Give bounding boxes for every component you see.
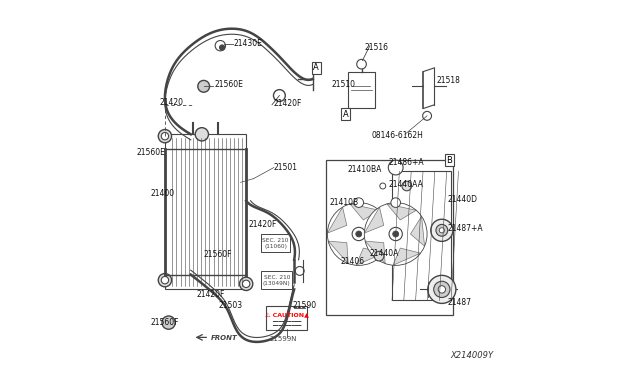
Text: 21406: 21406 <box>340 257 364 266</box>
Polygon shape <box>410 216 424 246</box>
Circle shape <box>439 228 444 233</box>
Text: 21503: 21503 <box>218 301 243 311</box>
Text: 21410BA: 21410BA <box>348 165 382 174</box>
Circle shape <box>434 281 450 298</box>
Bar <box>392 171 451 301</box>
Text: 21400: 21400 <box>150 189 174 198</box>
Circle shape <box>436 224 448 236</box>
Text: 21430E: 21430E <box>233 39 262 48</box>
Polygon shape <box>328 241 348 263</box>
Text: 21486+A: 21486+A <box>388 158 424 167</box>
Text: SEC. 210
(13049N): SEC. 210 (13049N) <box>263 275 291 286</box>
Text: 21420F: 21420F <box>248 220 276 229</box>
Text: ━━━━━━━━━: ━━━━━━━━━ <box>272 320 301 325</box>
Polygon shape <box>365 241 385 263</box>
Text: 21440AA: 21440AA <box>388 180 423 189</box>
Text: 21516: 21516 <box>364 43 388 52</box>
Circle shape <box>161 132 168 140</box>
Text: 21510: 21510 <box>331 80 355 89</box>
Circle shape <box>158 129 172 143</box>
Polygon shape <box>356 248 383 265</box>
Circle shape <box>352 227 365 241</box>
Polygon shape <box>328 207 347 233</box>
FancyBboxPatch shape <box>266 306 307 330</box>
Text: 21560F: 21560F <box>150 318 179 327</box>
Circle shape <box>364 203 427 265</box>
Circle shape <box>198 80 210 92</box>
Circle shape <box>388 160 403 175</box>
Text: A: A <box>343 109 349 119</box>
Text: ━━━━━━━━━: ━━━━━━━━━ <box>272 324 301 329</box>
Bar <box>165 134 246 289</box>
Circle shape <box>422 112 431 120</box>
Text: FRONT: FRONT <box>211 335 238 341</box>
FancyBboxPatch shape <box>261 234 291 253</box>
FancyBboxPatch shape <box>261 271 292 289</box>
Circle shape <box>380 183 386 189</box>
Circle shape <box>328 203 390 265</box>
Text: 21420F: 21420F <box>196 291 225 299</box>
Circle shape <box>431 219 453 241</box>
Circle shape <box>374 251 384 261</box>
Text: 21487: 21487 <box>447 298 472 307</box>
Text: 21518: 21518 <box>436 76 460 85</box>
Text: 21560E: 21560E <box>136 148 165 157</box>
Text: B: B <box>446 155 452 165</box>
Text: X214009Y: X214009Y <box>451 351 493 360</box>
Text: 21420F: 21420F <box>274 99 302 108</box>
Circle shape <box>356 231 362 237</box>
Circle shape <box>161 276 168 284</box>
Circle shape <box>239 277 253 291</box>
Polygon shape <box>387 204 416 220</box>
Circle shape <box>273 90 285 102</box>
Text: 21410B: 21410B <box>329 198 358 207</box>
Polygon shape <box>374 216 388 246</box>
Circle shape <box>391 198 401 208</box>
Text: 21560F: 21560F <box>204 250 232 259</box>
Circle shape <box>389 227 403 241</box>
Circle shape <box>295 266 304 275</box>
Text: 21487+A: 21487+A <box>447 224 483 233</box>
Text: SEC. 210
(11060): SEC. 210 (11060) <box>262 238 289 248</box>
Circle shape <box>354 198 364 208</box>
Circle shape <box>402 181 412 191</box>
Text: ⚠ CAUTION▲: ⚠ CAUTION▲ <box>265 314 308 318</box>
Polygon shape <box>350 204 380 220</box>
Polygon shape <box>364 207 384 233</box>
Text: 08146-6162H: 08146-6162H <box>372 131 424 140</box>
Text: 21440D: 21440D <box>447 195 477 204</box>
Text: 21590: 21590 <box>292 301 316 311</box>
Text: 21440A: 21440A <box>370 249 399 258</box>
Text: 21560E: 21560E <box>215 80 244 89</box>
Circle shape <box>438 286 445 293</box>
Circle shape <box>215 41 225 51</box>
Bar <box>348 71 376 109</box>
Polygon shape <box>393 248 420 265</box>
Text: A: A <box>314 63 319 72</box>
Circle shape <box>243 280 250 288</box>
Circle shape <box>195 128 209 141</box>
Circle shape <box>162 316 175 329</box>
Circle shape <box>356 60 366 69</box>
Circle shape <box>158 273 172 287</box>
Circle shape <box>220 45 225 50</box>
Circle shape <box>428 275 456 304</box>
Text: 21420: 21420 <box>159 99 184 108</box>
Circle shape <box>393 231 399 237</box>
Text: 21599N: 21599N <box>269 336 297 342</box>
Text: 21501: 21501 <box>274 163 298 172</box>
Bar <box>326 160 453 315</box>
